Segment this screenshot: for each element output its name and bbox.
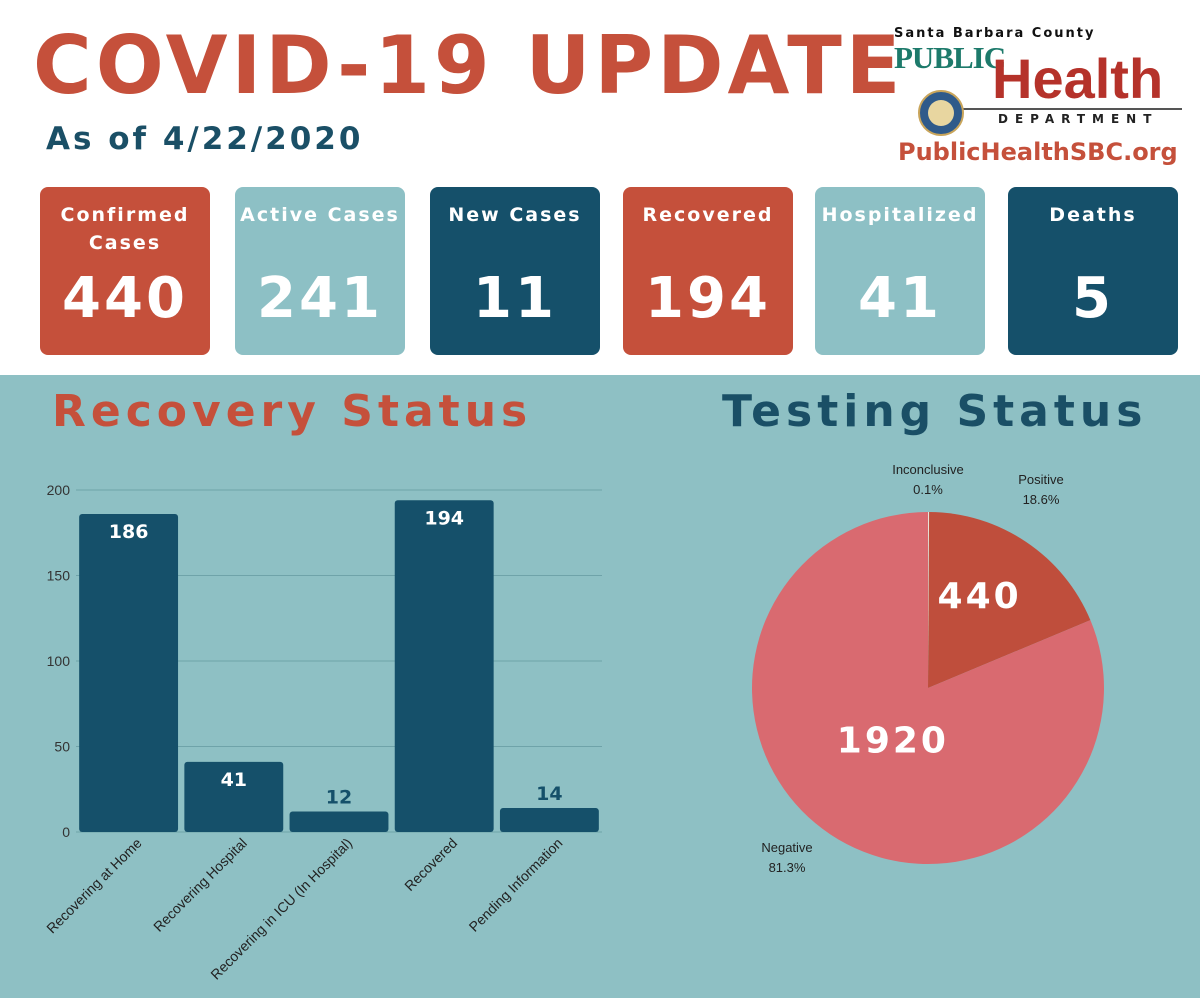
stat-label: Hospitalized bbox=[821, 204, 979, 226]
stat-value: 5 bbox=[1072, 266, 1114, 331]
bar bbox=[184, 761, 284, 832]
stat-value: 440 bbox=[62, 266, 188, 331]
pie-value-label: 1920 bbox=[837, 721, 949, 762]
y-tick-label: 0 bbox=[62, 824, 70, 840]
logo-county-text: Santa Barbara County bbox=[894, 26, 1096, 41]
stat-label: Recovered bbox=[642, 204, 774, 226]
bar-value-label: 14 bbox=[536, 783, 562, 805]
stat-label: Confirmed Cases bbox=[60, 204, 190, 254]
stat-card-new-cases: New Cases 11 bbox=[430, 187, 600, 355]
logo-divider bbox=[960, 108, 1182, 110]
category-label: Pending Information bbox=[466, 835, 566, 935]
bar bbox=[289, 811, 389, 832]
pie-slice-percent: 0.1% bbox=[913, 482, 943, 497]
bar-value-label: 186 bbox=[109, 521, 149, 543]
pie-slice bbox=[928, 512, 1091, 688]
logo-department-text: DEPARTMENT bbox=[998, 112, 1159, 126]
pie-slice-label: Negative bbox=[761, 840, 812, 855]
stat-value: 241 bbox=[257, 266, 383, 331]
bar bbox=[394, 500, 494, 832]
pie-slice-label: Inconclusive bbox=[892, 462, 964, 477]
stat-card-active-cases: Active Cases 241 bbox=[235, 187, 405, 355]
logo-public-text: PUBLIC bbox=[894, 40, 1006, 75]
category-label: Recovering Hospital bbox=[150, 835, 250, 935]
stat-card-hospitalized: Hospitalized 41 bbox=[815, 187, 985, 355]
recovery-bar-chart: 0 50 100 150 200 186 Recovering at Home 41 Recov… bbox=[43, 482, 602, 983]
bar bbox=[499, 808, 599, 832]
pie-slice-label: Positive bbox=[1018, 472, 1064, 487]
recovery-status-title: Recovery Status bbox=[52, 386, 533, 437]
pie-slice bbox=[928, 512, 930, 688]
pie-value-label: 440 bbox=[938, 576, 1022, 617]
website-link[interactable]: PublicHealthSBC.org bbox=[898, 138, 1178, 166]
page-title: COVID-19 UPDATE bbox=[33, 19, 905, 112]
stat-label: New Cases bbox=[448, 204, 582, 226]
y-tick-label: 150 bbox=[47, 568, 71, 584]
stat-value: 11 bbox=[473, 266, 557, 331]
as-of-date: As of 4/22/2020 bbox=[46, 121, 364, 157]
stat-label: Active Cases bbox=[240, 204, 400, 226]
stat-card-confirmed-cases: Confirmed Cases 440 bbox=[40, 187, 210, 355]
bar bbox=[79, 513, 179, 832]
y-tick-label: 100 bbox=[47, 653, 71, 669]
stat-value: 194 bbox=[645, 266, 771, 331]
bar-value-label: 41 bbox=[221, 769, 247, 791]
category-label: Recovered bbox=[401, 835, 460, 894]
pie-slice-percent: 18.6% bbox=[1023, 492, 1060, 507]
logo-health-text: Health bbox=[992, 47, 1164, 110]
testing-pie-chart: Inconclusive 0.1% 440 Positive 18.6% 1920 Nega… bbox=[752, 462, 1104, 875]
stat-label: Deaths bbox=[1049, 204, 1137, 226]
bar-value-label: 194 bbox=[424, 507, 464, 529]
stat-card-recovered: Recovered 194 bbox=[623, 187, 793, 355]
pie-slice-percent: 81.3% bbox=[769, 860, 806, 875]
y-tick-label: 200 bbox=[47, 482, 71, 498]
stat-card-deaths: Deaths 5 bbox=[1008, 187, 1178, 355]
pie-slice bbox=[752, 512, 1104, 865]
category-label: Recovering at Home bbox=[43, 835, 145, 937]
testing-status-title: Testing Status bbox=[722, 386, 1148, 437]
y-tick-label: 50 bbox=[54, 739, 70, 755]
stat-value: 41 bbox=[858, 266, 942, 331]
public-health-logo: Santa Barbara County PUBLIC Health DEPAR… bbox=[890, 26, 1190, 176]
county-seal-icon bbox=[918, 90, 964, 136]
bar-value-label: 12 bbox=[326, 786, 352, 808]
header: COVID-19 UPDATE As of 4/22/2020 Santa Ba… bbox=[0, 0, 1200, 375]
